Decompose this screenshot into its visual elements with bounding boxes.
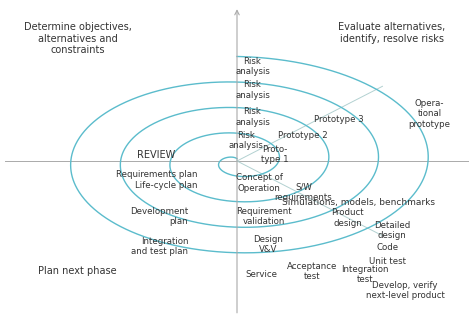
Text: Code: Code	[376, 243, 399, 252]
Text: Prototype 3: Prototype 3	[314, 116, 364, 125]
Text: Prototype 2: Prototype 2	[279, 131, 328, 140]
Text: Development
plan: Development plan	[130, 206, 188, 226]
Text: Requirements plan
Life-cycle plan: Requirements plan Life-cycle plan	[116, 170, 197, 190]
Text: Develop, verify
next-level product: Develop, verify next-level product	[365, 281, 445, 300]
Text: Risk
analysis: Risk analysis	[228, 131, 263, 150]
Text: Risk
analysis: Risk analysis	[235, 57, 270, 76]
Text: Risk
analysis: Risk analysis	[235, 80, 270, 100]
Text: Simulations, models, benchmarks: Simulations, models, benchmarks	[282, 197, 435, 206]
Text: Integration
test: Integration test	[342, 265, 389, 284]
Text: Service: Service	[246, 270, 277, 279]
Text: Proto-
type 1: Proto- type 1	[261, 145, 288, 165]
Text: Evaluate alternatives,
identify, resolve risks: Evaluate alternatives, identify, resolve…	[338, 22, 446, 44]
Text: S/W
requirements: S/W requirements	[274, 183, 332, 202]
Text: Integration
and test plan: Integration and test plan	[131, 236, 188, 256]
Text: REVIEW: REVIEW	[137, 150, 175, 160]
Text: Opera-
tional
prototype: Opera- tional prototype	[409, 99, 450, 128]
Text: Requirement
validation: Requirement validation	[236, 206, 292, 226]
Text: Determine objectives,
alternatives and
constraints: Determine objectives, alternatives and c…	[24, 22, 132, 55]
Text: Risk
analysis: Risk analysis	[235, 107, 270, 127]
Text: Plan next phase: Plan next phase	[38, 266, 117, 277]
Text: Design
V&V: Design V&V	[253, 235, 283, 254]
Text: Unit test: Unit test	[369, 258, 406, 267]
Text: Product
design: Product design	[331, 208, 364, 228]
Text: Detailed
design: Detailed design	[374, 221, 410, 240]
Text: Acceptance
test: Acceptance test	[287, 262, 337, 281]
Text: Concept of
Operation: Concept of Operation	[236, 173, 283, 193]
